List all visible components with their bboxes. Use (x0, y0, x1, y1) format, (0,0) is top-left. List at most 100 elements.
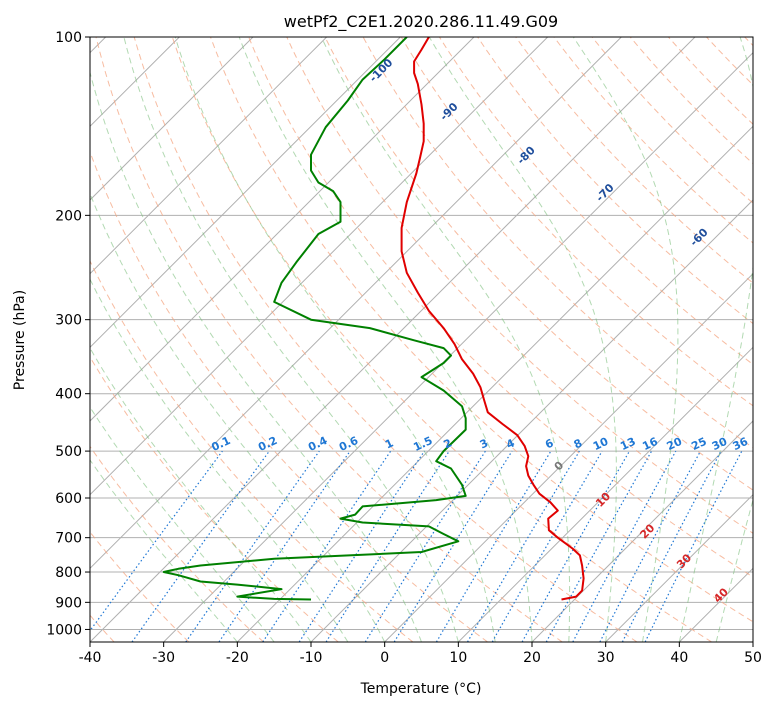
isotherm-line (90, 37, 549, 496)
isotherm-line (678, 567, 753, 642)
y-tick-label: 200 (55, 208, 82, 224)
dry-adiabat-line (591, 37, 753, 204)
temperature-profile-line (400, 37, 585, 601)
moist-adiabat-label: 30 (674, 551, 694, 571)
mixing-ratio-line (435, 450, 552, 642)
dry-adiabat-line (90, 259, 414, 642)
y-tick-label: 500 (55, 444, 82, 460)
isotherm-line (457, 346, 753, 642)
mixing-ratio-line (298, 450, 425, 642)
y-tick-label: 800 (55, 565, 82, 581)
x-tick-label: 50 (744, 650, 762, 666)
mixing-ratio-label: 13 (618, 435, 637, 453)
mixing-ratio-line (131, 450, 270, 642)
dry-adiabat-line (553, 37, 753, 244)
isotherm-line (531, 420, 753, 642)
moist-adiabat-line (428, 37, 617, 642)
isotherm-line (310, 199, 753, 642)
moist-adiabat-line (90, 347, 312, 642)
mixing-ratio-label: 16 (640, 435, 660, 453)
moist-adiabat-line (572, 37, 679, 642)
isotherm-line (90, 37, 475, 422)
isotherm-line (236, 125, 753, 642)
dry-adiabat-label: -100 (367, 56, 396, 85)
dry-adiabat-line (133, 37, 638, 642)
isotherm-line (90, 37, 328, 275)
dry-adiabat-line (744, 37, 753, 47)
moist-adiabat-line (90, 406, 275, 642)
mixing-ratio-line (90, 450, 223, 632)
mixing-ratio-label: 30 (710, 435, 730, 453)
isotherm-line (384, 272, 753, 642)
y-tick-label: 400 (55, 387, 82, 403)
plot-frame (89, 36, 754, 643)
moist-adiabat-line (90, 278, 349, 642)
x-tick-label: 30 (597, 650, 615, 666)
moist-adiabat-line (320, 37, 571, 642)
mixing-ratio-line (599, 450, 702, 642)
dry-adiabat-line (286, 37, 753, 534)
moist-adiabat-line (90, 70, 422, 642)
moist-adiabat-line (678, 37, 753, 642)
y-tick-label: 600 (55, 491, 82, 507)
x-tick-label: -20 (226, 650, 249, 666)
moist-adiabat-label: 10 (593, 490, 613, 510)
y-tick-label: 900 (55, 595, 82, 611)
x-axis-title: Temperature (°C) (360, 681, 482, 697)
dry-adiabat-line (90, 531, 190, 642)
x-tick-label: 0 (380, 650, 389, 666)
x-tick-label: 20 (523, 650, 541, 666)
mixing-ratio-line (262, 450, 392, 642)
mixing-ratio-line (218, 450, 351, 642)
mixing-ratio-line (466, 450, 580, 642)
moist-adiabat-line (715, 497, 753, 642)
mixing-ratio-line (185, 450, 320, 642)
mixing-ratio-label: 25 (689, 435, 708, 453)
x-tick-label: -30 (152, 650, 175, 666)
dry-adiabat-line (210, 37, 753, 623)
moist-adiabat-line (90, 192, 386, 642)
mixing-ratio-line (364, 450, 486, 642)
x-tick-label: 10 (449, 650, 467, 666)
y-axis-title: Pressure (hPa) (12, 290, 28, 390)
chart-title: wetPf2_C2E1.2020.286.11.49.G09 (284, 12, 558, 32)
mixing-ratio-line (325, 450, 450, 642)
y-tick-label: 100 (55, 30, 82, 46)
dry-adiabat-line (171, 37, 712, 642)
y-tick-label: 700 (55, 531, 82, 547)
isotherm-line (90, 37, 254, 201)
dry-adiabat-line (706, 37, 753, 86)
moist-adiabat-line (174, 37, 496, 642)
moist-adiabat-line (752, 640, 753, 642)
dry-adiabat-line (324, 37, 753, 491)
moist-adiabat-label: 0 (552, 458, 567, 473)
mixing-ratio-label: 10 (591, 435, 611, 453)
moist-adiabat-line (90, 459, 238, 642)
isotherm-line (90, 37, 622, 570)
dry-adiabat-line (95, 37, 563, 642)
dry-adiabat-line (90, 445, 264, 642)
y-tick-label: 1000 (46, 622, 82, 638)
x-tick-label: -40 (79, 650, 102, 666)
dry-adiabat-line (248, 37, 753, 578)
x-tick-label: -10 (300, 650, 323, 666)
mixing-ratio-label: 6 (543, 436, 556, 451)
isotherm-line (90, 37, 401, 349)
dry-adiabat-label: -80 (515, 144, 538, 167)
isotherm-line (752, 641, 753, 642)
x-tick-label: 40 (670, 650, 688, 666)
y-tick-label: 300 (55, 313, 82, 329)
mixing-ratio-label: 20 (665, 435, 685, 453)
dry-adiabat-line (90, 356, 339, 642)
mixing-ratio-line (393, 450, 513, 642)
isotherm-line (163, 51, 753, 642)
isotherm-line (605, 493, 753, 642)
dewpoint-profile-line (162, 37, 467, 601)
mixing-ratio-label: 4 (504, 436, 517, 451)
moist-adiabat-line (123, 37, 459, 642)
mixing-ratio-line (644, 450, 743, 642)
mixing-ratio-line (521, 450, 631, 642)
dry-adiabat-label: -90 (437, 100, 460, 123)
isotherm-line (90, 37, 696, 642)
